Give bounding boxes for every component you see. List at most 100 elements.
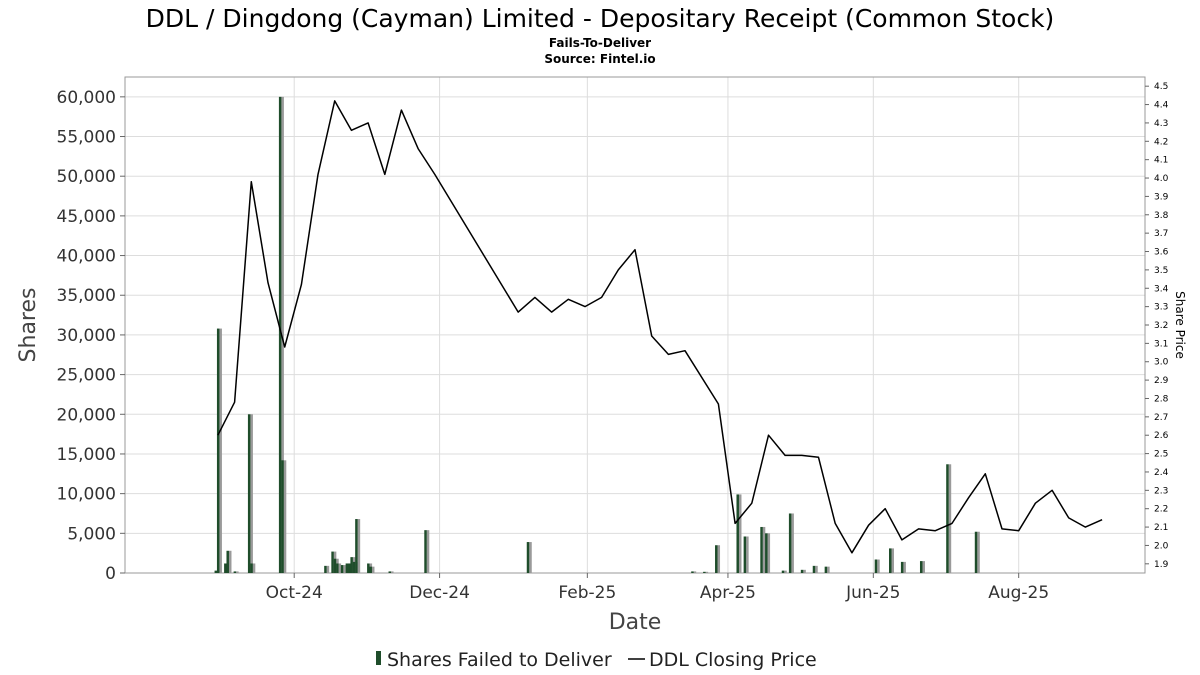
- bar-shadow: [250, 414, 253, 573]
- bar-shadow: [391, 571, 394, 573]
- chart-title: DDL / Dingdong (Cayman) Limited - Deposi…: [146, 4, 1055, 33]
- bar-shadow: [746, 536, 749, 573]
- bar-shadow: [693, 571, 697, 573]
- x-tick-label: Dec-24: [409, 583, 470, 603]
- x-axis-ticks: Oct-24 Dec-24 Feb-25 Apr-25 Jun-25 Aug-25: [266, 573, 1049, 603]
- y-tick-label: 20,000: [57, 405, 116, 425]
- bar: [350, 557, 353, 573]
- bar-shadow: [219, 328, 222, 573]
- y2-tick-label: 3.9: [1154, 192, 1169, 202]
- bar: [889, 548, 892, 573]
- y-tick-label: 55,000: [57, 128, 116, 148]
- plot-frame: [124, 76, 1146, 574]
- y2-tick-label: 2.1: [1154, 523, 1168, 533]
- y-tick-label: 30,000: [57, 326, 116, 346]
- x-tick-label: Feb-25: [558, 583, 616, 603]
- y-tick-label: 60,000: [57, 88, 116, 108]
- y-tick-label: 0: [105, 564, 116, 584]
- bar-shadow: [791, 513, 794, 573]
- chart-subtitle: Fails-To-Deliver: [549, 36, 651, 50]
- bar: [781, 570, 785, 573]
- y2-tick-label: 4.2: [1154, 137, 1168, 147]
- bar: [324, 565, 327, 573]
- y2-tick-label: 3.1: [1154, 339, 1168, 349]
- bar-shadow: [977, 531, 980, 573]
- bar: [424, 530, 427, 573]
- bar: [369, 566, 372, 573]
- bar-shadow: [426, 530, 430, 573]
- y-tick-label: 40,000: [57, 247, 116, 267]
- x-tick-label: Aug-25: [988, 583, 1049, 603]
- bar: [800, 569, 804, 573]
- bar: [367, 563, 370, 573]
- bar-shadow: [877, 559, 880, 573]
- bar-shadow: [228, 550, 232, 573]
- bar: [345, 563, 349, 573]
- bar: [348, 563, 351, 573]
- legend-bar-swatch: [376, 651, 381, 665]
- y2-tick-label: 3.2: [1154, 321, 1168, 331]
- chart-source: Source: Fintel.io: [544, 52, 655, 66]
- y2-tick-label: 2.0: [1154, 541, 1169, 551]
- bar: [336, 563, 339, 573]
- y2-tick-label: 2.6: [1154, 431, 1169, 441]
- bar: [765, 533, 768, 573]
- bar-series: [214, 96, 980, 573]
- legend-line-label: DDL Closing Price: [649, 649, 817, 671]
- bar: [388, 571, 392, 573]
- bar: [233, 571, 237, 573]
- bar: [526, 542, 530, 573]
- x-tick-label: Apr-25: [700, 583, 756, 603]
- bar: [812, 565, 816, 573]
- y-tick-label: 25,000: [57, 366, 116, 386]
- bar-shadow: [948, 464, 952, 573]
- y-axis-ticks: 0 5,000 10,000 15,000 20,000 25,000 30,000 35,0…: [57, 88, 125, 584]
- bar-shadow: [371, 566, 375, 573]
- bar: [214, 570, 218, 573]
- x-tick-label: Oct-24: [266, 583, 323, 603]
- y2-tick-label: 2.8: [1154, 394, 1169, 404]
- bar-shadow: [338, 563, 342, 573]
- bar-shadow: [903, 561, 906, 573]
- y-tick-label: 45,000: [57, 207, 116, 227]
- y-axis-label: Shares: [16, 288, 41, 363]
- bar-shadow: [803, 569, 806, 573]
- y2-axis-ticks: 1.9 2.0 2.1 2.2 2.3 2.4 2.5 2.6 2.7 2.8 2.9 3.0 3.1 3…: [1145, 82, 1169, 570]
- y2-tick-label: 3.4: [1154, 284, 1169, 294]
- bar-shadow: [705, 571, 709, 573]
- bar: [331, 551, 334, 573]
- y2-tick-label: 2.9: [1154, 376, 1169, 386]
- bar-shadow: [827, 566, 830, 573]
- y-tick-label: 50,000: [57, 167, 116, 187]
- y2-tick-label: 2.2: [1154, 505, 1168, 515]
- y-tick-label: 10,000: [57, 485, 116, 505]
- bar-shadow: [343, 565, 346, 573]
- y2-tick-label: 4.3: [1154, 119, 1168, 129]
- bar: [743, 536, 747, 573]
- legend-bar-label: Shares Failed to Deliver: [387, 649, 612, 671]
- x-axis-label: Date: [609, 610, 662, 635]
- y2-tick-label: 2.3: [1154, 486, 1168, 496]
- bar-shadow: [815, 565, 818, 573]
- bar-shadow: [762, 526, 766, 573]
- bar-shadow: [738, 494, 742, 573]
- y-tick-label: 15,000: [57, 445, 116, 465]
- legend: Shares Failed to Deliver DDL Closing Pri…: [376, 649, 817, 671]
- bar: [974, 531, 978, 573]
- bar: [247, 414, 251, 573]
- bar: [736, 494, 739, 573]
- bar: [691, 571, 694, 573]
- y2-tick-label: 3.8: [1154, 211, 1169, 221]
- bar: [703, 571, 706, 573]
- bar-shadow: [283, 460, 287, 573]
- bar: [226, 550, 229, 573]
- bar-shadow: [326, 565, 330, 573]
- bar-shadow: [922, 561, 925, 573]
- y2-tick-label: 2.4: [1154, 468, 1169, 478]
- bar: [250, 563, 253, 573]
- bar: [281, 460, 284, 573]
- bar-shadow: [281, 96, 284, 573]
- bar: [352, 561, 356, 573]
- bar: [919, 561, 923, 573]
